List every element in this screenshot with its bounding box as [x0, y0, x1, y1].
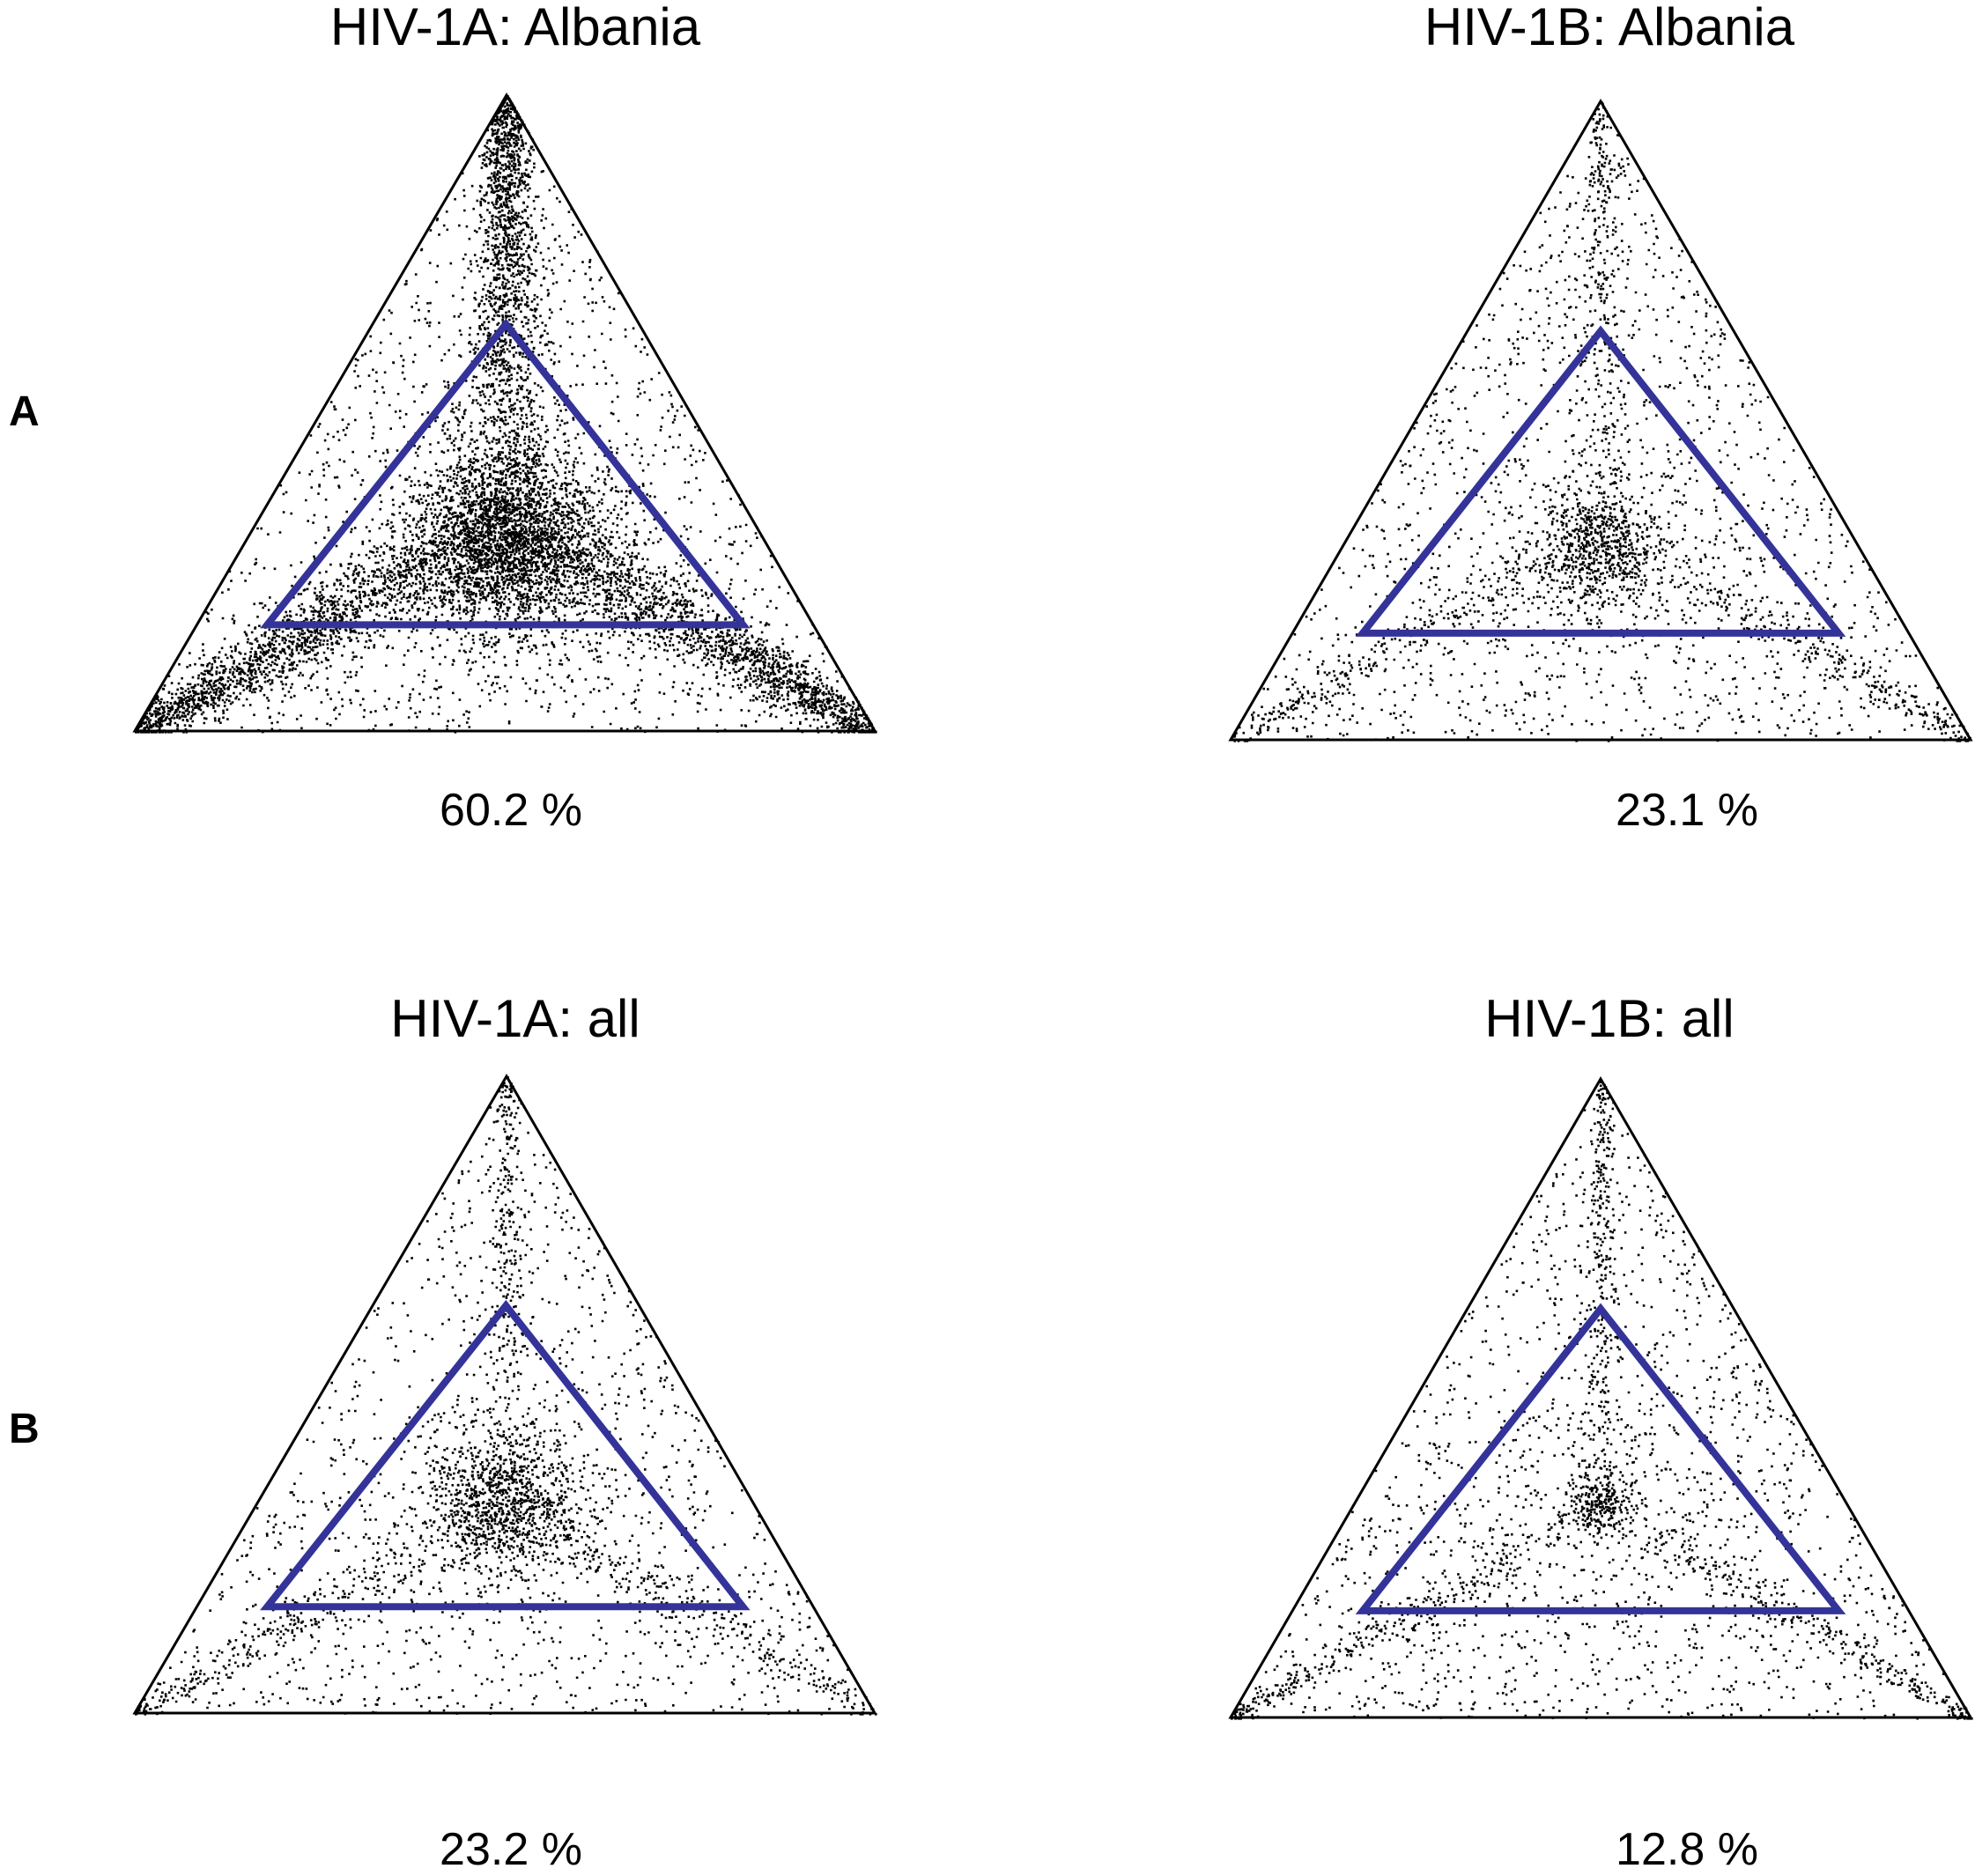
panel-title-hiv1b-all: HIV-1B: all [1484, 989, 1735, 1048]
outer-triangle [132, 1074, 877, 1715]
outer-triangle [132, 92, 877, 733]
panel-title-hiv1a-albania: HIV-1A: Albania [329, 0, 701, 56]
inner-triangle [1355, 1303, 1846, 1614]
panel-percent-hiv1b-albania: 23.1 % [1616, 785, 1758, 836]
scatter-points [135, 95, 877, 734]
outer-triangle [1228, 1076, 1973, 1719]
row-label-a: A [9, 388, 40, 435]
outer-triangle [1228, 99, 1973, 742]
scatter-points [135, 1076, 877, 1716]
inner-triangle [1355, 325, 1846, 637]
inner-triangle [260, 1299, 751, 1611]
panel-percent-hiv1a-albania: 60.2 % [440, 785, 582, 836]
panel-percent-hiv1b-all: 12.8 % [1616, 1824, 1758, 1875]
panel-title-hiv1b-albania: HIV-1B: Albania [1424, 0, 1795, 56]
inner-triangle [260, 318, 751, 629]
scatter-points [1231, 1079, 1973, 1720]
panel-percent-hiv1a-all: 23.2 % [440, 1824, 582, 1875]
row-label-b: B [9, 1406, 40, 1452]
panel-title-hiv1a-all: HIV-1A: all [390, 989, 640, 1048]
